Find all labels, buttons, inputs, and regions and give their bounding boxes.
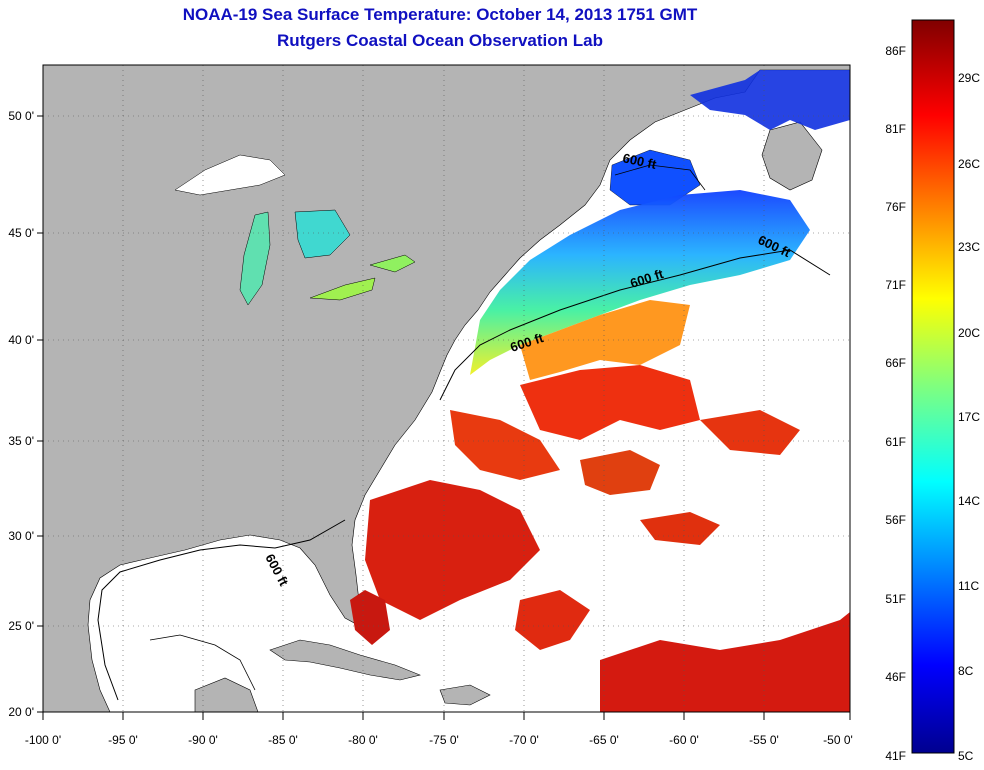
colorbar-c-label: 20C (958, 326, 980, 340)
lat-tick-label: 35 0' (8, 434, 34, 448)
lon-tick-label: -55 0' (749, 733, 779, 747)
yucatan-land (194, 677, 259, 712)
colorbar (911, 19, 955, 754)
lon-tick-label: -90 0' (188, 733, 218, 747)
lon-tick-label: -75 0' (429, 733, 459, 747)
florida-warm (350, 590, 390, 645)
colorbar-f-label: 76F (885, 200, 906, 214)
lon-tick-label: -65 0' (589, 733, 619, 747)
colorbar-c-label: 17C (958, 410, 980, 424)
lat-tick-label: 40 0' (8, 333, 34, 347)
north-america-land (43, 65, 850, 712)
lon-tick-label: -70 0' (509, 733, 539, 747)
labrador-water (690, 70, 850, 130)
contour-600ft-gulf-inner (149, 634, 256, 691)
lake-ontario (369, 254, 416, 273)
warm-patch-5 (700, 410, 800, 455)
colorbar-c-label: 5C (958, 749, 974, 763)
colorbar-c-label: 26C (958, 157, 980, 171)
colorbar-c-label: 23C (958, 240, 980, 254)
warm-patch-3 (365, 480, 540, 620)
contour-600ft-east (439, 249, 831, 401)
map-subtitle: Rutgers Coastal Ocean Observation Lab (277, 31, 603, 50)
colorbar-f-label: 51F (885, 592, 906, 606)
cuba-land (269, 639, 421, 681)
lon-tick-label: -100 0' (25, 733, 61, 747)
lake-erie (309, 277, 376, 301)
shelf-sst-band (470, 190, 810, 375)
lat-tick-label: 45 0' (8, 226, 34, 240)
colorbar-f-label: 71F (885, 278, 906, 292)
warm-patch-7 (515, 590, 590, 650)
colorbar-f-label: 66F (885, 356, 906, 370)
contour-600ft-stlawrence (614, 164, 706, 191)
x-tick-marks (42, 712, 851, 720)
lat-tick-label: 50 0' (8, 109, 34, 123)
colorbar-f-label: 56F (885, 513, 906, 527)
colorbar-c-label: 14C (958, 494, 980, 508)
lake-huron (294, 209, 351, 259)
colorbar-c-label: 8C (958, 664, 974, 678)
lake-michigan (239, 211, 271, 306)
map-title: NOAA-19 Sea Surface Temperature: October… (182, 5, 698, 24)
contour-600ft-gulf (97, 519, 346, 701)
colorbar-f-label: 46F (885, 670, 906, 684)
lake-superior (174, 154, 286, 196)
lon-tick-label: -85 0' (268, 733, 298, 747)
lon-tick-label: -60 0' (669, 733, 699, 747)
colorbar-f-label: 41F (885, 749, 906, 763)
lat-tick-label: 25 0' (8, 619, 34, 633)
lon-tick-label: -95 0' (108, 733, 138, 747)
newfoundland-land (761, 121, 823, 191)
warm-patch-2 (450, 410, 560, 480)
lon-tick-label: -80 0' (348, 733, 378, 747)
y-tick-marks (37, 115, 43, 713)
warm-patch-1 (520, 365, 700, 440)
colorbar-c-label: 29C (958, 71, 980, 85)
warm-patch-6 (600, 612, 850, 712)
lat-tick-label: 20 0' (8, 705, 34, 719)
colorbar-c-label: 11C (958, 579, 979, 593)
contour-label-1: 600 ft (621, 150, 658, 172)
lon-tick-label: -50 0' (823, 733, 853, 747)
lat-tick-label: 30 0' (8, 529, 34, 543)
map-frame (42, 64, 851, 713)
colorbar-f-label: 61F (885, 435, 906, 449)
colorbar-f-label: 81F (885, 122, 906, 136)
warm-patch-4 (580, 450, 660, 495)
gulf-stream-warm (520, 300, 690, 380)
colorbar-f-label: 86F (885, 44, 906, 58)
warm-patch-8 (640, 512, 720, 545)
